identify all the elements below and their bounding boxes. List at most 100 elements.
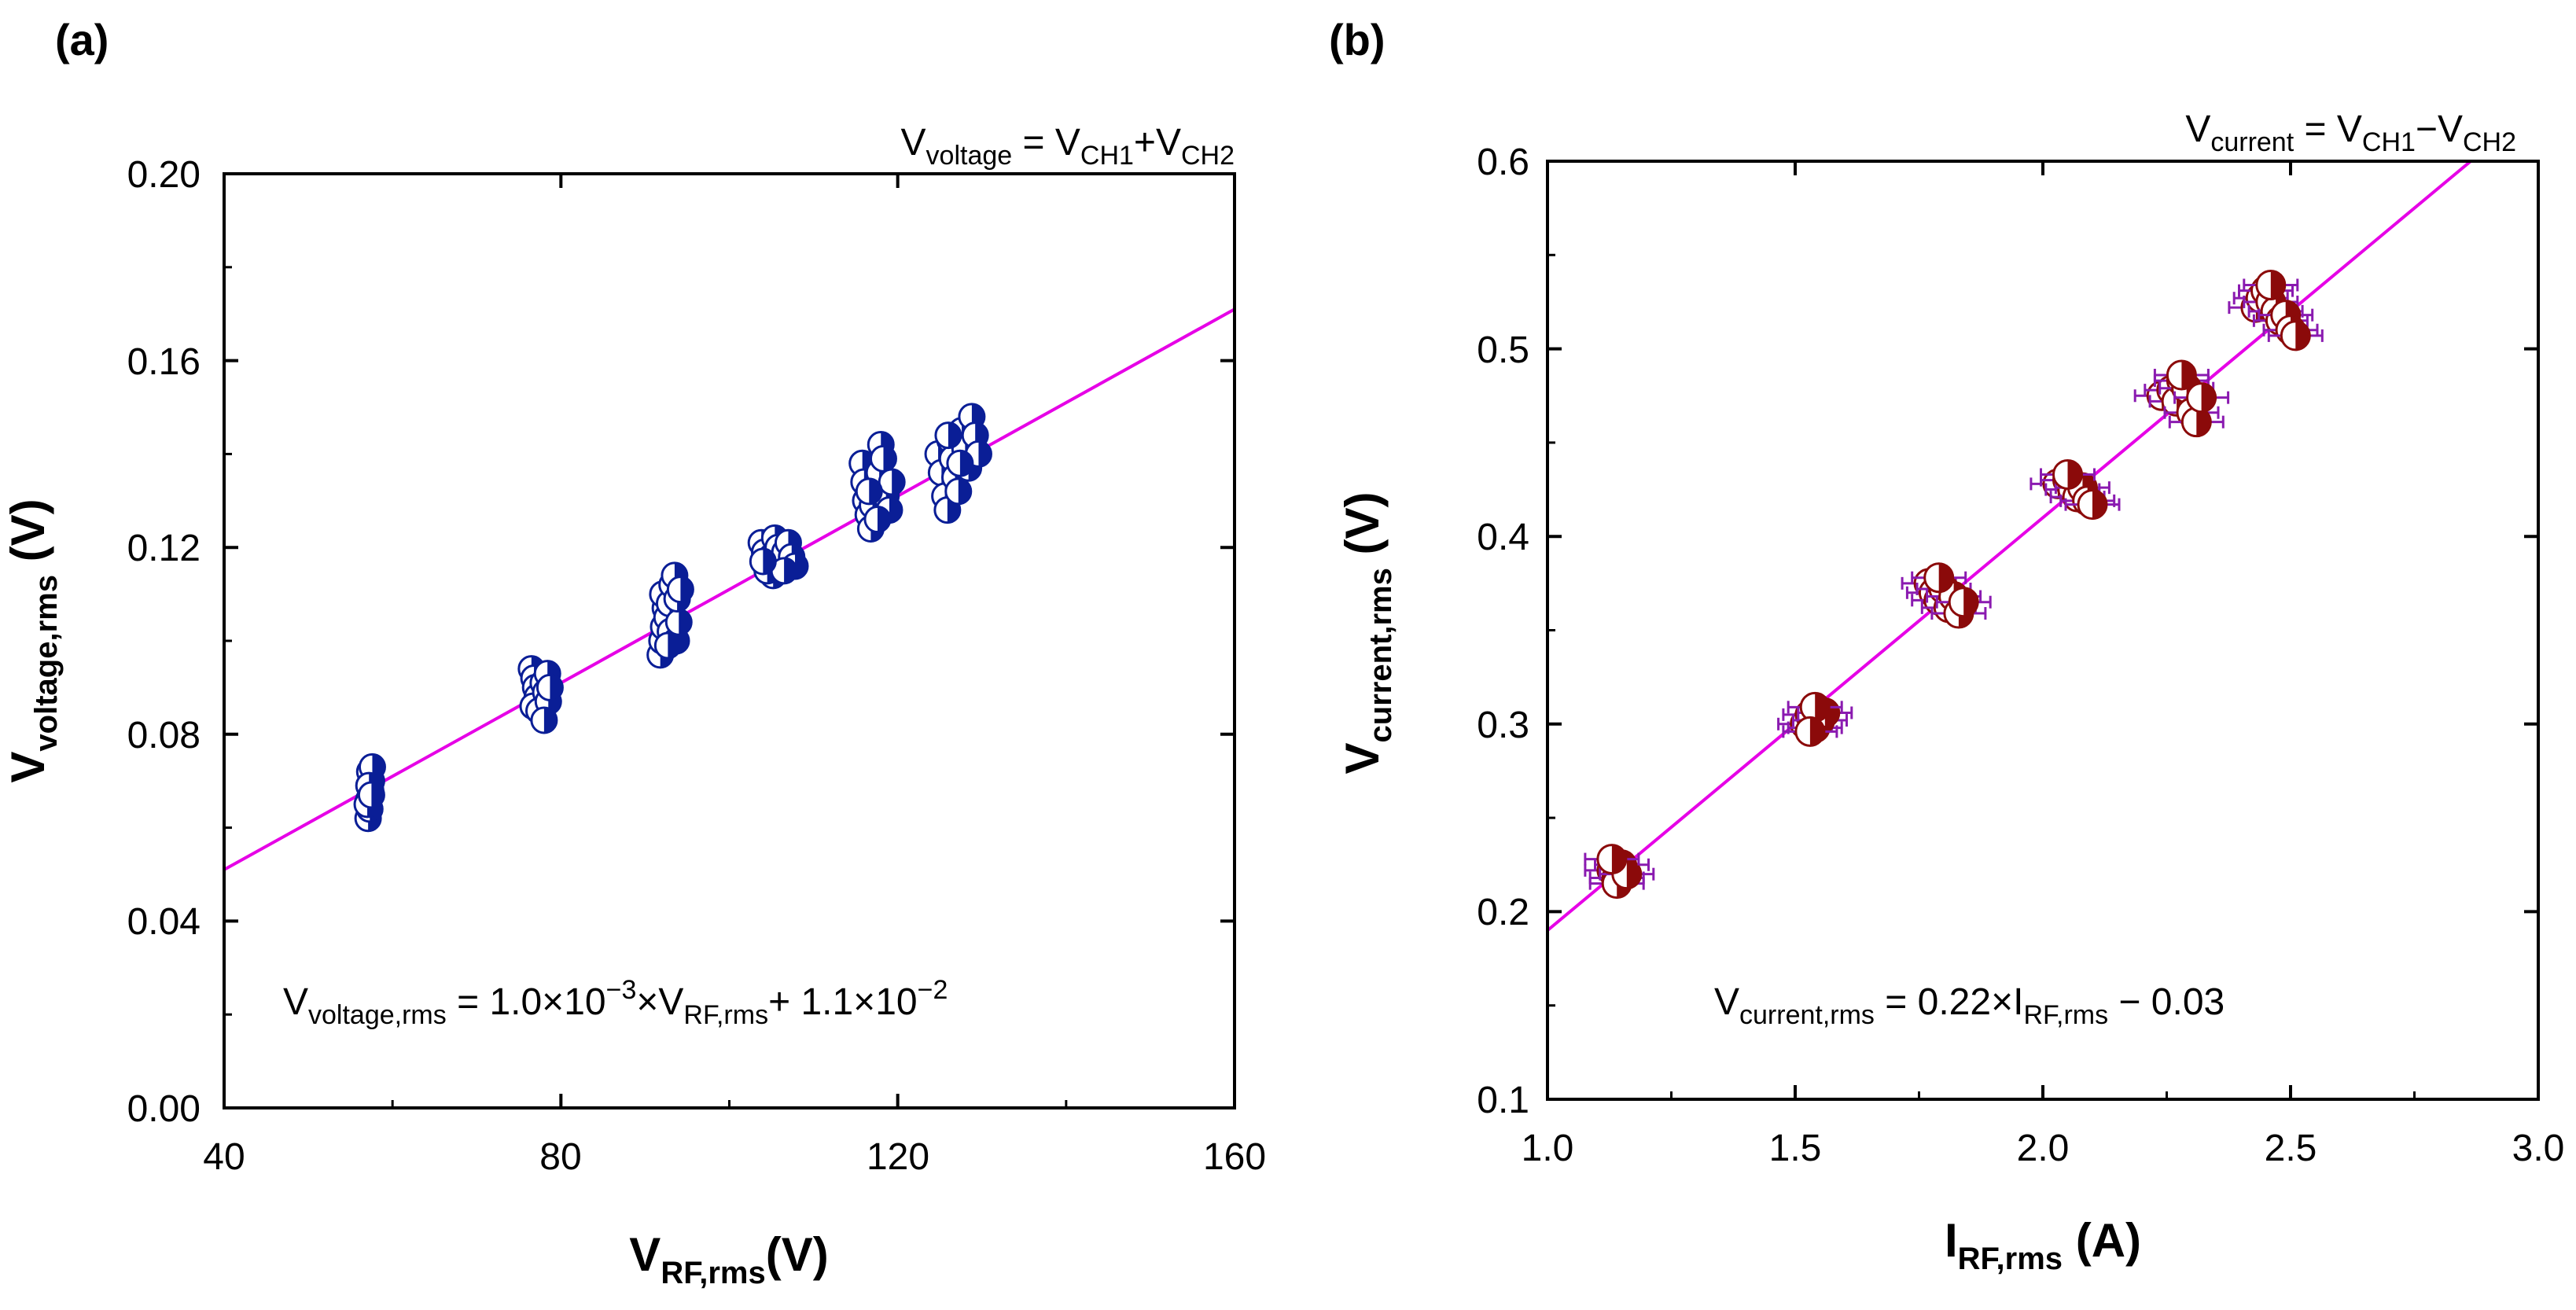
panel-a-xlabel: VRF,rms(V) <box>629 1228 828 1290</box>
eq-b-lhs-sub: current,rms <box>1739 1000 1875 1030</box>
panel-a-xlabel-sub: RF,rms <box>661 1256 765 1290</box>
panel-b-xtick-label: 2.0 <box>2017 1128 2070 1169</box>
panel-b-title: Vcurrent = VCH1−VCH2 <box>2185 109 2516 157</box>
data-point <box>2280 320 2311 351</box>
panel-b-ylabel-main: V <box>1336 742 1389 774</box>
panel-a-ylabel-main: V <box>2 752 54 783</box>
panel-b-title-sub3: CH2 <box>2463 127 2516 157</box>
data-point <box>2255 269 2287 300</box>
data-point <box>961 421 989 450</box>
data-point-fill <box>869 478 882 504</box>
eq-a-lhs-sub: voltage,rms <box>308 1000 447 1030</box>
data-point <box>2077 489 2108 521</box>
panel-a-ytick-labels: 0.00 0.04 0.08 0.12 0.16 0.20 <box>127 154 201 1130</box>
data-point <box>869 444 897 473</box>
panel-a-ytick-label: 0.08 <box>127 715 201 756</box>
data-point-fill <box>795 553 808 579</box>
eq-a-eq1: = 1.0×10 <box>447 981 606 1023</box>
panel-b-title-main: V <box>2185 109 2210 150</box>
panel-b-xlabel: IRF,rms (A) <box>1945 1214 2141 1276</box>
eq-a-exp1: −3 <box>606 975 637 1005</box>
data-point-fill <box>877 506 890 532</box>
data-point-fill <box>1809 717 1824 746</box>
panel-a-xlabel-main: V <box>629 1228 661 1281</box>
panel-a-ytick-label: 0.12 <box>127 528 201 569</box>
panel-b-title-rest2: −V <box>2416 109 2463 150</box>
data-point-fill <box>2196 407 2211 436</box>
panel-a-xtick-label: 40 <box>203 1136 245 1178</box>
panel-b-xtick-label: 3.0 <box>2512 1128 2565 1169</box>
data-point-fill <box>1626 859 1641 889</box>
panel-b-xtick-label: 2.5 <box>2265 1128 2317 1169</box>
data-point-fill <box>1963 587 1978 616</box>
panel-a-ytick-label: 0.00 <box>127 1088 201 1130</box>
panel-a-xtick-labels: 40 80 120 160 <box>203 1136 1266 1178</box>
panel-b-xtick-label: 1.0 <box>1522 1128 1574 1169</box>
panel-a-fit-equation: Vvoltage,rms = 1.0×10−3×VRF,rms+ 1.1×10−… <box>283 975 948 1030</box>
data-point <box>878 468 906 496</box>
panel-b-title-rest: = V <box>2294 109 2362 150</box>
data-point <box>749 547 777 576</box>
panel-b-xlabel-main: I <box>1945 1214 1958 1267</box>
panel-b-ylabel-unit: (V) <box>1336 492 1389 569</box>
panel-b-ytick-labels: 0.1 0.2 0.3 0.4 0.5 0.6 <box>1477 142 1529 1121</box>
panel-b-plot-frame <box>1546 160 2540 1101</box>
data-point-fill <box>978 441 992 467</box>
fit-line <box>223 307 1235 871</box>
panel-a-title: Vvoltage = VCH1+VCH2 <box>901 122 1235 171</box>
data-point <box>944 477 973 506</box>
eq-b-eq1-sub: RF,rms <box>2023 1000 2108 1030</box>
data-point-fill <box>680 576 694 602</box>
data-point <box>664 608 693 636</box>
panel-b-ytick-label: 0.1 <box>1477 1080 1529 1121</box>
data-point-fill <box>892 469 905 495</box>
data-point-fill <box>371 782 385 808</box>
panel-a-title-sub: voltage <box>926 141 1013 171</box>
data-point <box>1596 844 1628 875</box>
panel-a-plot-frame <box>223 172 1236 1109</box>
panel-b-fit-line <box>1546 160 2472 932</box>
data-point-fill <box>958 478 971 504</box>
data-point <box>1923 562 1955 594</box>
data-point <box>2052 458 2083 490</box>
panel-a-xtick-label: 120 <box>867 1136 929 1178</box>
panel-b-xtick-label: 1.5 <box>1769 1128 1822 1169</box>
panel-a-title-main: V <box>901 122 926 164</box>
data-point-fill <box>550 675 563 701</box>
panel-b-ytick-label: 0.3 <box>1477 705 1529 746</box>
data-point-fill <box>543 707 557 733</box>
panel-b-xlabel-unit: (A) <box>2063 1214 2141 1267</box>
panel-a-ylabel-sub: voltage,rms <box>29 575 64 752</box>
data-point-fill <box>1938 563 1953 592</box>
panel-b-ytick-label: 0.4 <box>1477 517 1529 558</box>
panel-a-data-points <box>353 403 992 833</box>
data-point-fill <box>2181 361 2196 390</box>
panel-a-ytick-label: 0.04 <box>127 901 201 943</box>
data-point <box>666 576 694 604</box>
panel-b-data-points <box>1584 269 2324 900</box>
data-point-fill <box>1815 693 1830 722</box>
panel-a-label: (a) <box>55 15 109 64</box>
panel-b: (b) Vcurrent = VCH1−VCH2 0.1 0.2 0.3 0.4… <box>1329 15 2564 1276</box>
panel-b-title-sub2: CH1 <box>2362 127 2416 157</box>
data-point <box>934 421 962 450</box>
panel-b-xtick-labels: 1.0 1.5 2.0 2.5 3.0 <box>1522 1128 2565 1169</box>
panel-a-ytick-label: 0.20 <box>127 154 201 196</box>
data-point-fill <box>668 632 681 658</box>
panel-a-title-sub3: CH2 <box>1181 141 1235 171</box>
data-point-fill <box>2067 460 2082 489</box>
panel-a-ylabel-unit: (V) <box>2 499 54 575</box>
data-point <box>357 781 385 809</box>
panel-b-fit-equation: Vcurrent,rms = 0.22×IRF,rms − 0.03 <box>1714 981 2225 1030</box>
data-point-fill <box>2295 321 2310 350</box>
data-point <box>855 477 883 506</box>
data-point <box>653 631 682 660</box>
data-point <box>2186 382 2217 414</box>
data-point-fill <box>2092 490 2107 519</box>
data-point-fill <box>883 446 896 472</box>
panel-b-ytick-label: 0.2 <box>1477 892 1529 933</box>
panel-a-ticks <box>223 172 1236 1109</box>
panel-b-title-sub: current <box>2210 127 2294 157</box>
